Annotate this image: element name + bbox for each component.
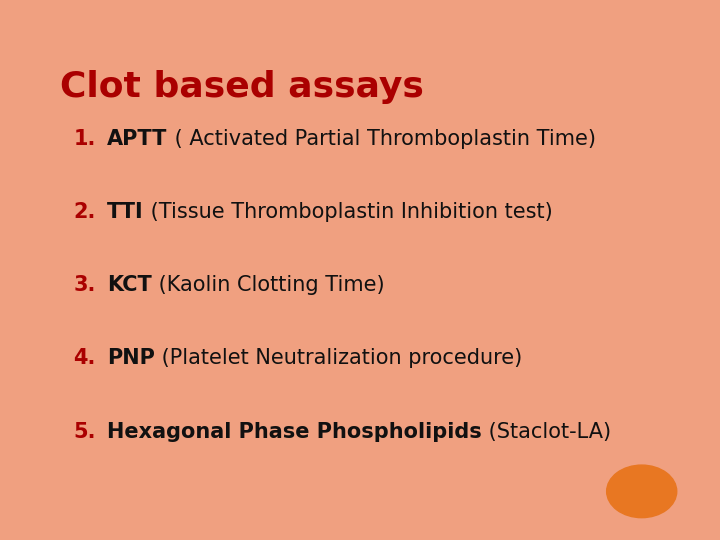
Text: (Kaolin Clotting Time): (Kaolin Clotting Time) xyxy=(152,275,384,295)
Text: (Staclot-LA): (Staclot-LA) xyxy=(482,422,611,442)
Text: KCT: KCT xyxy=(107,275,152,295)
Text: ( Activated Partial Thromboplastin Time): ( Activated Partial Thromboplastin Time) xyxy=(168,129,595,148)
Text: PNP: PNP xyxy=(107,348,155,368)
Text: Clot based assays: Clot based assays xyxy=(60,70,424,104)
Circle shape xyxy=(607,465,677,518)
Text: 1.: 1. xyxy=(73,129,96,148)
Text: 5.: 5. xyxy=(73,422,96,442)
Text: APTT: APTT xyxy=(107,129,168,148)
Text: 3.: 3. xyxy=(73,275,96,295)
Text: (Platelet Neutralization procedure): (Platelet Neutralization procedure) xyxy=(155,348,523,368)
Text: TTI: TTI xyxy=(107,202,144,222)
Text: 4.: 4. xyxy=(73,348,96,368)
Text: (Tissue Thromboplastin Inhibition test): (Tissue Thromboplastin Inhibition test) xyxy=(144,202,553,222)
Text: Hexagonal Phase Phospholipids: Hexagonal Phase Phospholipids xyxy=(107,422,482,442)
Text: 2.: 2. xyxy=(73,202,96,222)
